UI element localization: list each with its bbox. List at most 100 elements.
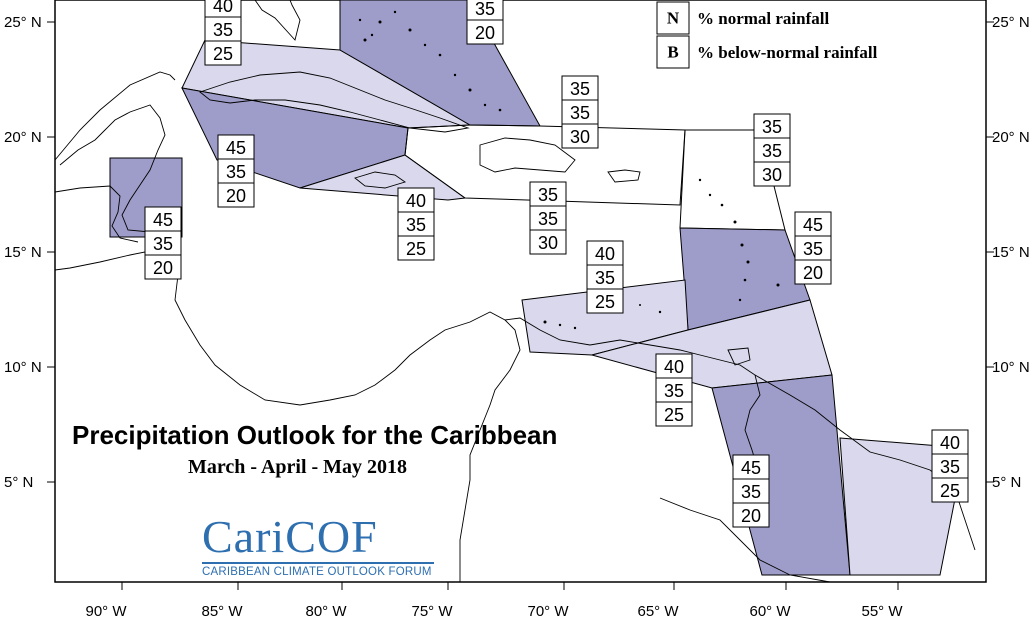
forecast-value: 35 bbox=[762, 141, 782, 161]
latitude-label-right: 20° N bbox=[992, 129, 1030, 146]
coast-colombia-pacific bbox=[459, 404, 491, 582]
forecast-cell bbox=[655, 401, 693, 427]
coast-belize-inner bbox=[54, 185, 139, 243]
forecast-box: 45 35 20 bbox=[217, 134, 255, 208]
forecast-value: 20 bbox=[741, 506, 761, 526]
longitude-label: 85° W bbox=[201, 603, 243, 620]
forecast-value: 25 bbox=[664, 405, 684, 425]
legend-key: B bbox=[667, 43, 678, 62]
zone-hispaniola bbox=[404, 124, 686, 206]
coast-florida bbox=[254, 0, 301, 41]
forecast-value: 40 bbox=[406, 191, 426, 211]
forecast-value: 45 bbox=[803, 215, 823, 235]
forecast-value: 35 bbox=[475, 0, 495, 19]
forecast-box: 40 35 25 bbox=[204, 0, 242, 66]
forecast-value: 20 bbox=[475, 23, 495, 43]
forecast-cell bbox=[931, 453, 969, 479]
forecast-value: 20 bbox=[153, 258, 173, 278]
forecast-cell bbox=[144, 206, 182, 232]
forecast-cell bbox=[655, 377, 693, 403]
coast-south-inland bbox=[659, 497, 831, 583]
forecast-cell bbox=[397, 187, 435, 213]
forecast-cell bbox=[144, 230, 182, 256]
legend-key-box bbox=[656, 1, 690, 35]
forecast-value: 40 bbox=[664, 357, 684, 377]
longitude-label: 90° W bbox=[85, 603, 127, 620]
latitude-label-right: 5° N bbox=[992, 474, 1021, 491]
longitude-label: 75° W bbox=[411, 603, 453, 620]
map-subtitle: March - April - May 2018 bbox=[188, 456, 408, 478]
longitude-label: 65° W bbox=[637, 603, 679, 620]
latitude-label-left: 15° N bbox=[4, 244, 42, 261]
forecast-cell bbox=[732, 502, 770, 528]
legend-description: % below-normal rainfall bbox=[697, 43, 878, 62]
legend-description: % normal rainfall bbox=[697, 9, 829, 28]
forecast-box: 40 35 25 bbox=[586, 240, 624, 314]
coast-trinidad bbox=[727, 347, 751, 366]
forecast-cell bbox=[732, 478, 770, 504]
forecast-value: 25 bbox=[940, 481, 960, 501]
forecast-value: 20 bbox=[226, 186, 246, 206]
forecast-box: 35 35 30 bbox=[529, 181, 567, 255]
forecast-cell bbox=[753, 137, 791, 163]
forecast-value: 40 bbox=[213, 0, 233, 16]
caricof-logo: CariCOF CARIBBEAN CLIMATE OUTLOOK FORUM bbox=[202, 514, 434, 578]
forecast-value: 35 bbox=[940, 457, 960, 477]
latitude-label-left: 25° N bbox=[4, 14, 42, 31]
coast-yucatan bbox=[59, 104, 166, 233]
legend-key-box bbox=[656, 35, 690, 69]
forecast-cell bbox=[529, 181, 567, 207]
forecast-cell bbox=[529, 205, 567, 231]
forecast-box: 35 35 30 bbox=[753, 113, 791, 187]
forecast-box: 40 35 25 bbox=[931, 429, 969, 503]
latitude-label-left: 20° N bbox=[4, 129, 42, 146]
forecast-cell bbox=[753, 161, 791, 187]
coast-venezuela bbox=[504, 317, 761, 471]
forecast-value: 45 bbox=[226, 138, 246, 158]
longitude-label: 55° W bbox=[861, 603, 903, 620]
forecast-cell bbox=[794, 211, 832, 237]
forecast-value: 35 bbox=[213, 20, 233, 40]
forecast-cell bbox=[397, 211, 435, 237]
islands bbox=[358, 10, 780, 330]
coast-hispaniola bbox=[479, 137, 576, 173]
logo-tagline: CARIBBEAN CLIMATE OUTLOOK FORUM bbox=[202, 566, 432, 578]
legend: N % normal rainfall B % below-normal rainfa… bbox=[656, 1, 878, 69]
forecast-cell bbox=[561, 123, 599, 149]
forecast-cell bbox=[204, 16, 242, 42]
forecast-cell bbox=[204, 40, 242, 66]
forecast-cell bbox=[529, 229, 567, 255]
forecast-cell bbox=[794, 259, 832, 285]
forecast-cell bbox=[794, 235, 832, 261]
forecast-value: 35 bbox=[406, 215, 426, 235]
forecast-cell bbox=[217, 182, 255, 208]
latitude-label-left: 10° N bbox=[4, 359, 42, 376]
latitude-label-right: 10° N bbox=[992, 359, 1030, 376]
coast-jamaica bbox=[354, 171, 407, 189]
forecast-cell bbox=[732, 454, 770, 480]
forecast-cell bbox=[397, 235, 435, 261]
coast-gulf-west bbox=[54, 71, 176, 161]
legend-key: N bbox=[667, 9, 680, 28]
forecast-value: 30 bbox=[762, 165, 782, 185]
forecast-box: 45 35 20 bbox=[732, 454, 770, 528]
forecast-value: 35 bbox=[538, 185, 558, 205]
forecast-value: 35 bbox=[595, 268, 615, 288]
forecast-value: 45 bbox=[153, 210, 173, 230]
forecast-cell bbox=[217, 158, 255, 184]
coast-cuba bbox=[199, 71, 470, 133]
forecast-value: 45 bbox=[741, 458, 761, 478]
forecast-value: 35 bbox=[538, 209, 558, 229]
latitude-label-right: 25° N bbox=[992, 14, 1030, 31]
map-title: Precipitation Outlook for the Caribbean bbox=[72, 420, 558, 450]
forecast-boxes: 4035253520353530453520453520403525353530… bbox=[144, 0, 969, 528]
latitude-labels: 25° N 25° N 20° N 20° N 15° N 15° N 10° N 10° N… bbox=[4, 14, 1030, 491]
forecast-box: 40 35 25 bbox=[655, 353, 693, 427]
forecast-value: 30 bbox=[538, 233, 558, 253]
forecast-value: 35 bbox=[803, 239, 823, 259]
forecast-value: 35 bbox=[664, 381, 684, 401]
forecast-value: 35 bbox=[570, 103, 590, 123]
forecast-cell bbox=[586, 288, 624, 314]
forecast-box: 40 35 25 bbox=[397, 187, 435, 261]
